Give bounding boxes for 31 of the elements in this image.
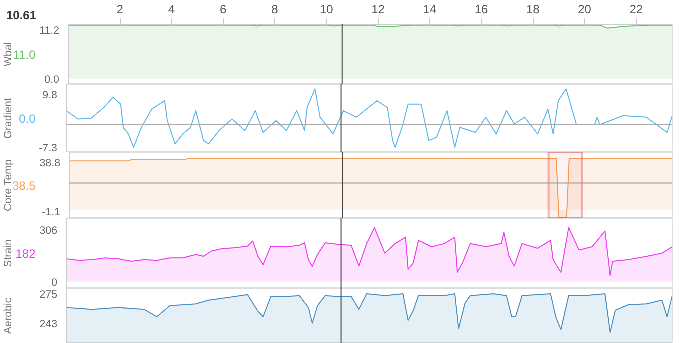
y-axis-title: Gradient	[2, 98, 14, 139]
y-tick-label: -1.1	[42, 206, 61, 219]
y-axis-title: Aerobic	[2, 297, 14, 334]
x-tick-label: 2	[116, 2, 124, 16]
x-tick-label: 14	[423, 2, 437, 16]
text: 182	[16, 247, 36, 261]
y-tick-label: 11.2	[40, 25, 60, 38]
x-tick-label: 8	[272, 2, 279, 16]
y-tick-label: 38.8	[40, 158, 61, 170]
x-tick-label: 16	[474, 2, 488, 16]
y-tick-label: 9.8	[42, 89, 58, 102]
y-tick-label: -7.3	[39, 142, 58, 155]
text: 38.5	[12, 179, 36, 193]
y-axis-title: Core Temp	[2, 160, 14, 212]
y-axis-title: Strain	[2, 240, 14, 268]
x-tick-label: 18	[526, 2, 540, 16]
ref-line-label: 10.61	[6, 8, 37, 22]
x-tick-label: 12	[372, 2, 386, 16]
y-tick-label: 275	[40, 289, 58, 301]
y-tick-label: 0.0	[44, 74, 60, 86]
y-tick-label: 243	[40, 318, 58, 330]
x-tick-label: 20	[578, 2, 592, 16]
x-tick-label: 22	[630, 2, 644, 16]
y-tick-label: 0	[52, 276, 58, 289]
y-tick-label: 306	[40, 225, 58, 238]
x-tick-label: 10	[320, 2, 334, 16]
text: 0.0	[19, 112, 36, 126]
x-tick-label: 4	[168, 2, 176, 16]
x-tick-label: 6	[220, 2, 228, 16]
y-axis-title: Wbal	[2, 42, 14, 67]
text: 11.0	[13, 48, 36, 62]
